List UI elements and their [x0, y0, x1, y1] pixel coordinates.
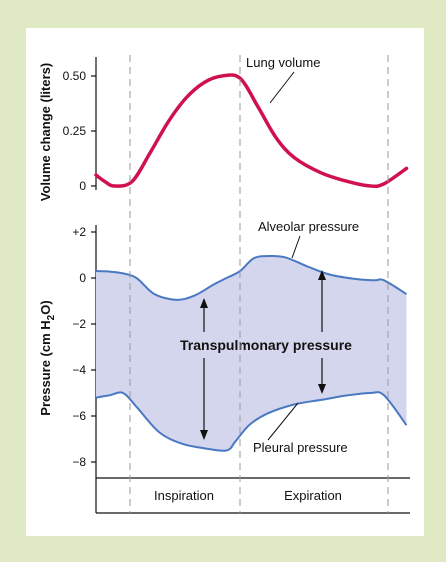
pressure-tick-label: +2 [72, 225, 86, 239]
volume-axis-title: Volume change (liters) [38, 63, 53, 201]
alveolar-pressure-label: Alveolar pressure [258, 219, 359, 234]
expiration-label: Expiration [284, 488, 342, 503]
phase-dividers [129, 55, 389, 513]
pressure-tick-label: −6 [72, 409, 86, 423]
pressure-panel: +2 0 −2 −4 −6 −8 Pressure (cm H2O) Alveolar p… [38, 219, 410, 514]
pressure-axis-title: Pressure (cm H2O) [38, 300, 57, 415]
volume-tick-label: 0 [79, 179, 86, 193]
volume-panel: 0 0.25 0.50 Volume change (liters) Lung vo… [38, 55, 409, 201]
lung-volume-label: Lung volume [246, 55, 320, 70]
pressure-tick-label: −4 [72, 363, 86, 377]
pressure-tick-label: −2 [72, 317, 86, 331]
inspiration-label: Inspiration [154, 488, 214, 503]
expiration-arrow [318, 270, 326, 394]
pressure-tick-label: 0 [79, 271, 86, 285]
inspiration-arrow [200, 298, 208, 440]
transpulmonary-fill [96, 255, 407, 451]
pressure-y-ticks: +2 0 −2 −4 −6 −8 [72, 225, 96, 469]
volume-y-ticks: 0 0.25 0.50 [63, 69, 96, 193]
pleural-pressure-label: Pleural pressure [253, 440, 348, 455]
pleural-pressure-line [95, 391, 408, 452]
pleural-leader [267, 402, 299, 441]
pressure-tick-label: −8 [72, 455, 86, 469]
transpulmonary-pressure-label: Transpulmonary pressure [180, 337, 352, 353]
volume-tick-label: 0.25 [63, 124, 87, 138]
lung-volume-leader [269, 71, 295, 104]
lung-volume-line [94, 73, 409, 188]
volume-tick-label: 0.50 [63, 69, 87, 83]
alveolar-leader [291, 235, 301, 259]
